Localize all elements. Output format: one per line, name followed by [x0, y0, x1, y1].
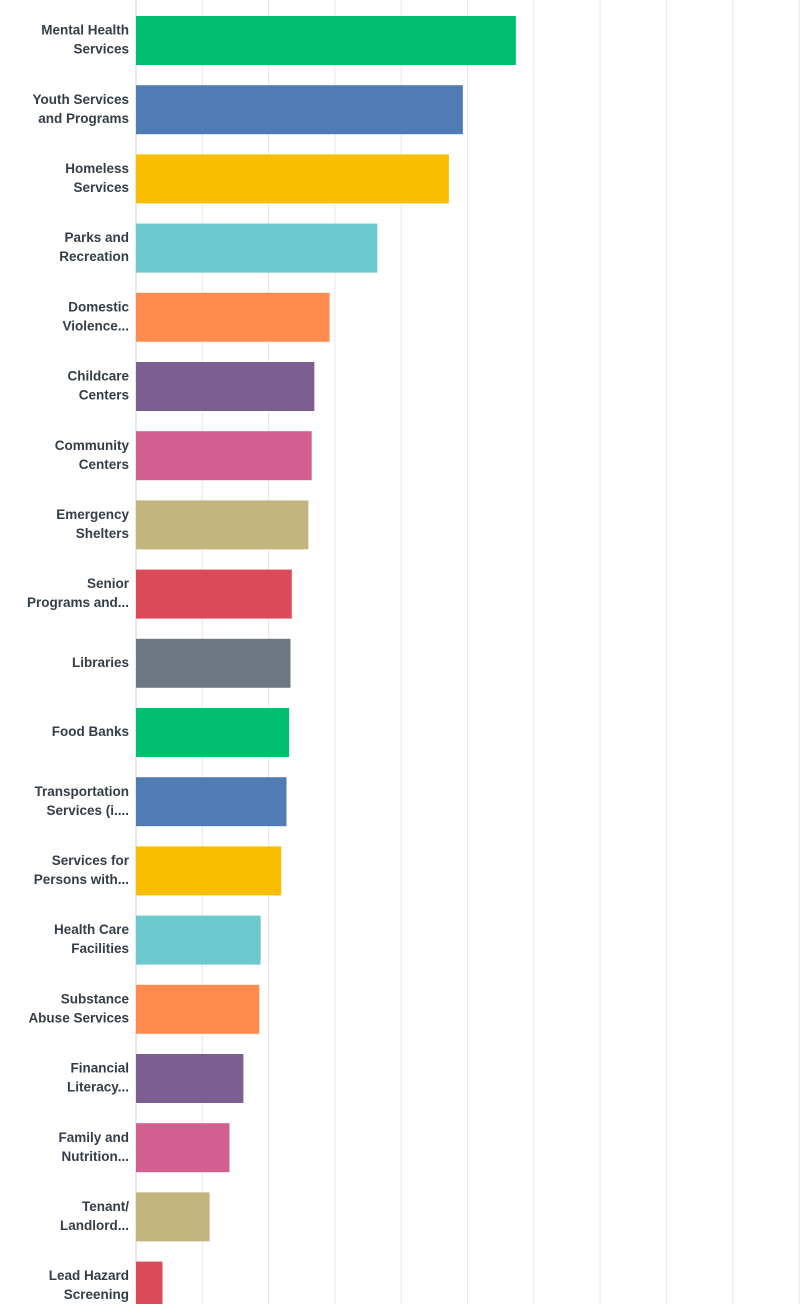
- bar: [136, 85, 463, 135]
- category-label: Substance: [61, 991, 130, 1006]
- bar: [136, 16, 516, 65]
- category-label: Persons with...: [34, 872, 129, 887]
- category-label: Centers: [79, 457, 129, 472]
- category-label: Services (i....: [46, 803, 129, 818]
- category-label: Facilities: [71, 941, 129, 956]
- category-label: Nutrition...: [62, 1149, 130, 1164]
- category-label: Violence...: [62, 318, 129, 333]
- category-label: Youth Services: [32, 92, 129, 107]
- gridlines: [135, 0, 800, 1304]
- bar: [136, 777, 287, 827]
- category-label: Childcare: [67, 369, 129, 384]
- category-label: Food Banks: [52, 724, 129, 739]
- category-label: Literacy...: [67, 1080, 129, 1095]
- bar: [136, 362, 315, 411]
- bar: [136, 1261, 163, 1304]
- category-label: Domestic: [68, 299, 129, 314]
- category-label: Family and: [58, 1130, 129, 1145]
- bar: [136, 500, 309, 550]
- bar: [136, 846, 282, 896]
- bar: [136, 708, 290, 757]
- category-label: Services: [73, 42, 129, 57]
- category-label: Recreation: [59, 249, 129, 264]
- category-label: Programs and...: [27, 595, 129, 610]
- category-label: Lead Hazard: [49, 1268, 129, 1283]
- category-label: Screening: [64, 1287, 129, 1302]
- bars: [136, 16, 516, 1304]
- category-label: Health Care: [54, 922, 130, 937]
- category-label: Parks and: [64, 230, 129, 245]
- bar: [136, 638, 291, 688]
- bar: [136, 984, 260, 1034]
- category-label: and Programs: [38, 111, 129, 126]
- category-label: Libraries: [72, 655, 129, 670]
- bar: [136, 223, 378, 273]
- category-label: Senior: [87, 576, 130, 591]
- category-label: Community: [55, 438, 130, 453]
- category-label: Tenant/: [82, 1199, 129, 1214]
- category-label: Landlord...: [60, 1218, 129, 1233]
- category-label: Abuse Services: [28, 1010, 129, 1025]
- category-label: Emergency: [56, 507, 129, 522]
- category-labels: Mental Health Services Youth Services and P…: [27, 23, 130, 1303]
- bar: [136, 915, 261, 965]
- bar: [136, 154, 449, 204]
- bar: [136, 1054, 244, 1103]
- category-label: Centers: [79, 388, 129, 403]
- category-label: Shelters: [76, 526, 129, 541]
- bar: [136, 569, 292, 619]
- bar: [136, 292, 330, 342]
- bar: [136, 1192, 210, 1242]
- bar: [136, 1123, 230, 1173]
- category-label: Transportation: [34, 784, 129, 799]
- category-label: Homeless: [65, 161, 129, 176]
- category-label: Financial: [70, 1061, 129, 1076]
- bar: [136, 431, 312, 481]
- category-label: Services for: [52, 853, 130, 868]
- category-label: Mental Health: [41, 23, 129, 38]
- category-label: Services: [73, 180, 129, 195]
